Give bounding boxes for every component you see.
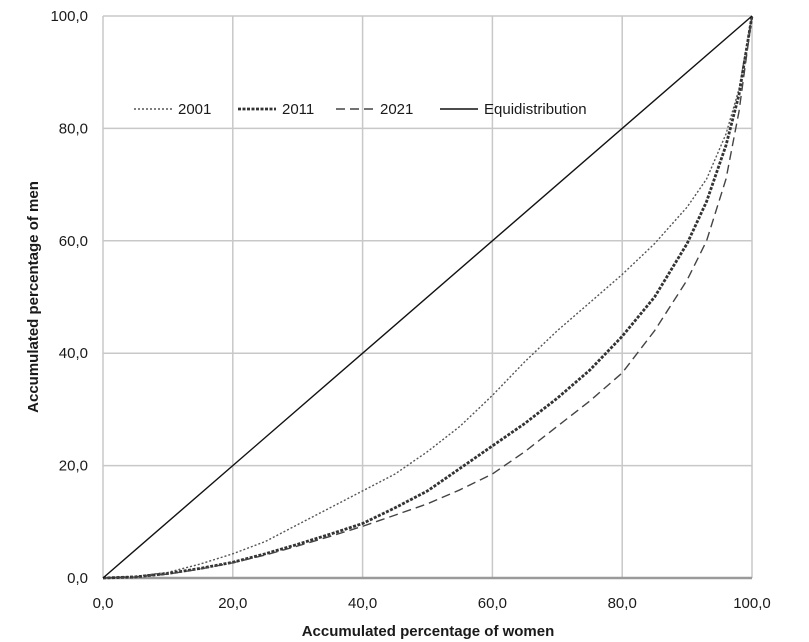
- x-tick-label: 80,0: [608, 595, 637, 612]
- y-tick-label: 0,0: [67, 570, 88, 587]
- x-tick-label: 20,0: [218, 595, 247, 612]
- x-tick-label: 100,0: [733, 595, 771, 612]
- y-tick-label: 60,0: [59, 233, 88, 250]
- y-tick-label: 20,0: [59, 458, 88, 475]
- x-tick-label: 40,0: [348, 595, 377, 612]
- x-tick-label: 0,0: [93, 595, 114, 612]
- y-axis-title: Accumulated percentage of men: [25, 181, 42, 413]
- y-tick-label: 100,0: [50, 8, 88, 25]
- series-lines: [102, 15, 754, 580]
- legend-label-2011: 2011: [282, 101, 314, 118]
- series-line-2021: [102, 15, 753, 579]
- y-tick-label: 80,0: [59, 120, 88, 137]
- axes: [102, 16, 752, 580]
- series-line-2001: [102, 15, 753, 579]
- x-tick-label: 60,0: [478, 595, 507, 612]
- y-tick-label: 40,0: [59, 345, 88, 362]
- x-axis-title: Accumulated percentage of women: [302, 623, 555, 640]
- legend: 2001 2011 2021 Equidistribution: [134, 101, 587, 118]
- legend-label-2021: 2021: [380, 101, 413, 118]
- gridlines: [103, 15, 753, 578]
- tick-labels: 0,0 20,0 40,0 60,0 80,0 100,0 0,0 20,0 40,0 60,0 8…: [50, 8, 770, 612]
- series-line-equidistribution: [102, 15, 753, 579]
- legend-label-equidistribution: Equidistribution: [484, 101, 587, 118]
- legend-label-2001: 2001: [178, 101, 211, 118]
